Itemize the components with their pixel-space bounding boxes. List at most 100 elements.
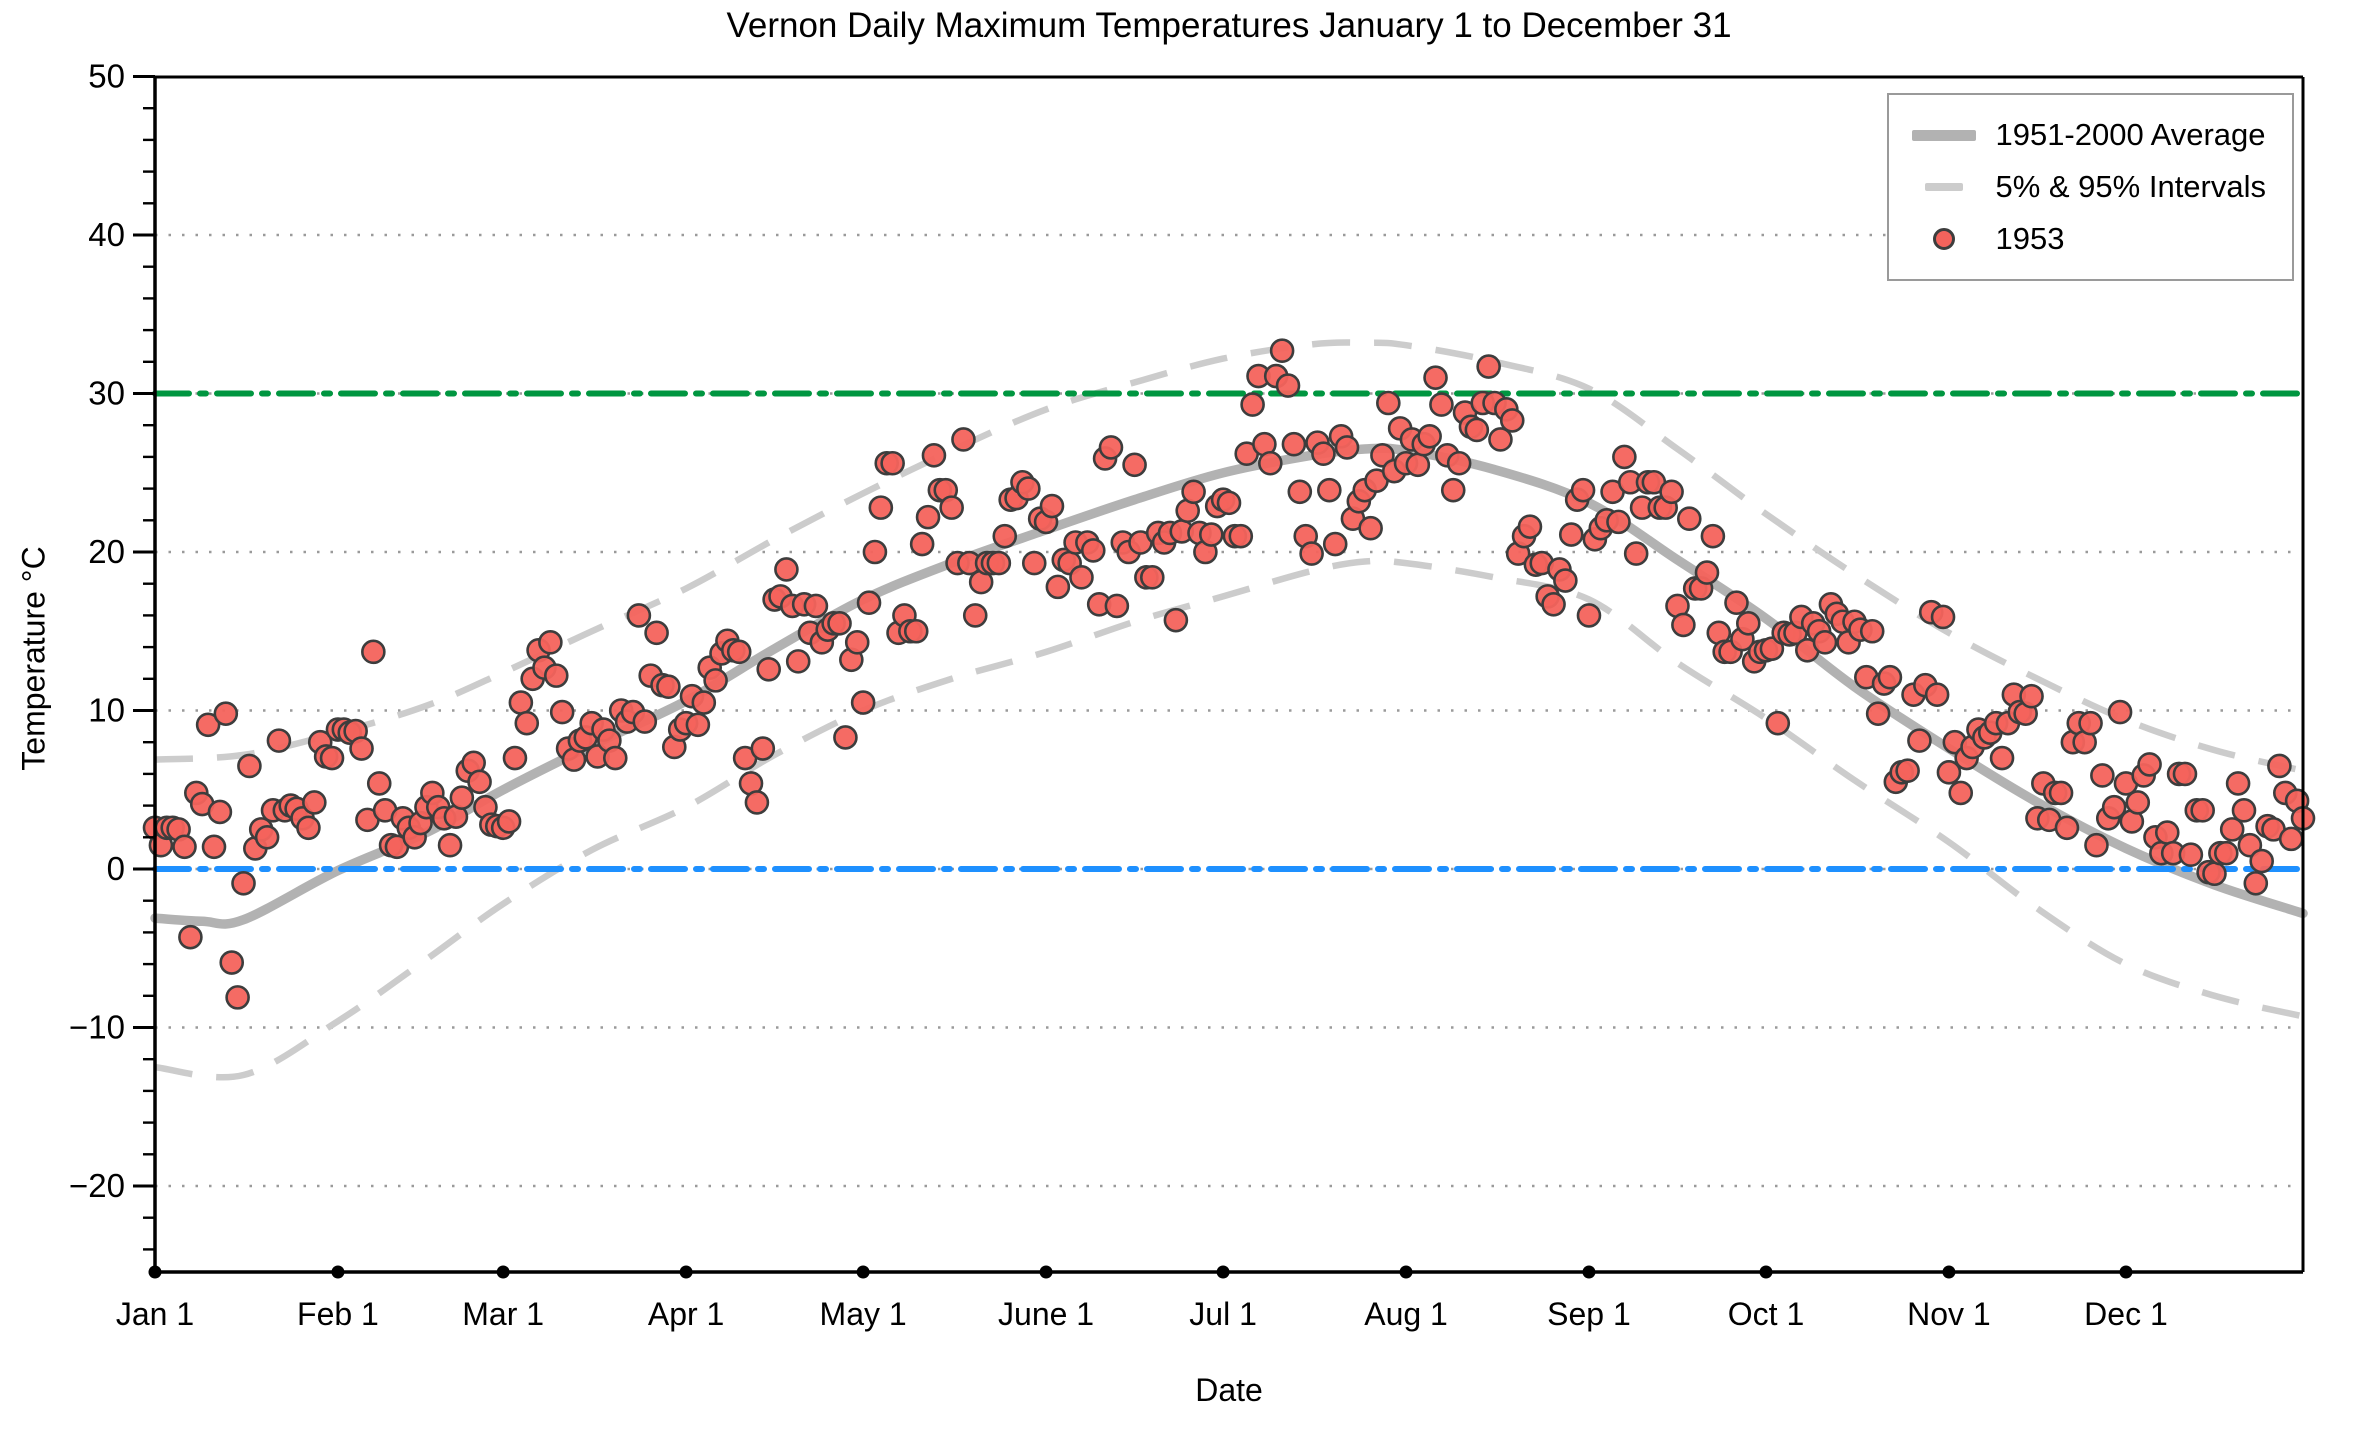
data-point [2243,870,2269,896]
data-point [1269,338,1295,364]
data-point [231,870,256,896]
data-point [1334,435,1360,460]
data-point [1429,392,1454,417]
data-point [1021,550,1047,576]
data-point [549,699,575,725]
data-point [1358,515,1383,541]
month-tick-dot [679,1265,693,1279]
data-point [1322,531,1348,557]
month-tick-dot [148,1265,162,1279]
data-point [880,450,905,476]
data-point [254,824,280,850]
data-point [909,531,935,557]
data-point [2249,848,2274,874]
data-point [602,745,628,771]
data-point [1936,760,1962,785]
data-point [1576,603,1602,628]
data-point [774,557,799,582]
data-point [319,745,345,771]
data-point [496,809,522,834]
data-point [237,753,262,779]
data-point [1098,435,1124,460]
data-point [1671,612,1696,638]
data-point [1930,604,1956,630]
data-point [449,785,475,810]
data-point [626,603,652,628]
month-tick-label: Dec 1 [2084,1296,2168,1332]
data-point [915,504,941,530]
y-axis-label: Temperature °C [15,546,52,771]
data-point [785,649,811,674]
data-point [656,674,681,700]
data-point [1039,493,1065,519]
data-point [195,712,221,738]
data-point [2084,832,2109,858]
data-point [1240,392,1265,417]
data-point [726,639,752,665]
data-point [1488,427,1513,452]
data-point [962,603,988,628]
month-tick-dot [1582,1265,1596,1279]
month-tick-label: Jul 1 [1189,1296,1257,1332]
data-point [1724,590,1749,616]
month-tick-dot [1942,1265,1956,1279]
data-point [361,639,386,665]
month-tick-label: Jan 1 [116,1296,194,1332]
data-point [2137,752,2162,777]
data-point [1104,593,1130,619]
legend-1953-label: 1953 [1995,221,2065,256]
data-point [437,832,463,858]
data-point [1281,431,1307,457]
data-point [862,539,888,565]
data-point [1258,450,1283,476]
month-tick-label: May 1 [820,1296,907,1332]
data-point [1499,408,1525,433]
data-point [992,523,1018,549]
data-point [691,690,717,715]
data-point [1676,506,1702,532]
data-point [1163,607,1189,633]
legend-item-1953: 1953 [1907,213,2266,265]
data-point [1735,611,1761,636]
y-tick-label-40: 40 [88,216,125,253]
data-point [1907,728,1932,753]
data-point [1287,479,1313,505]
data-point [1948,780,1974,806]
data-point [2172,761,2198,787]
chart-title: Vernon Daily Maximum Temperatures Januar… [726,6,1732,45]
data-point [2202,861,2227,887]
y-tick-label-50: 50 [88,58,125,95]
data-point [1765,710,1791,736]
data-point [850,690,876,715]
data-point [1700,523,1726,549]
data-point [2219,817,2245,842]
data-point [1216,490,1242,516]
data-point [2213,840,2239,866]
legend-average-line-swatch [1907,129,1981,141]
data-point [2178,842,2204,868]
data-point [1464,417,1490,443]
y-tick-label-20: 20 [88,533,125,570]
data-point [1016,476,1041,501]
data-point [1139,565,1165,590]
data-point [1275,373,1301,398]
month-tick-dot [2119,1265,2133,1279]
month-tick-label: Apr 1 [648,1296,724,1332]
data-point [213,701,239,726]
data-point [172,834,197,860]
month-tick-dot [331,1265,345,1279]
data-point [1440,477,1466,503]
data-point [302,790,327,815]
data-point [1989,745,2015,771]
data-point [2231,798,2257,823]
data-point [225,985,250,1010]
data-point [2090,763,2115,788]
data-point [296,815,321,841]
data-point [833,725,858,750]
month-tick-dot [856,1265,870,1279]
data-point [1198,522,1224,547]
data-point [2190,798,2215,823]
month-tick-dot [1399,1265,1413,1279]
legend-1953-dot-swatch [1907,228,1981,250]
month-tick-label: Aug 1 [1364,1296,1448,1332]
